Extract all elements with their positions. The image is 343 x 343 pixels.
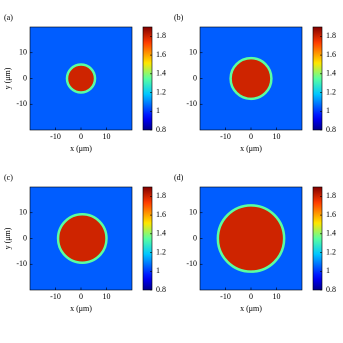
y-tick-label: -10 [186, 99, 197, 108]
colorbar [312, 26, 323, 131]
x-tick-label: -10 [50, 132, 61, 141]
colorbar-tick-label: 1.6 [326, 50, 336, 59]
colorbar-tick-label: 1 [156, 106, 160, 115]
y-tick-label: 10 [189, 48, 197, 57]
y-tick-label: -10 [16, 259, 27, 268]
colorbar-tick-label: 1.2 [326, 87, 336, 96]
y-tick-label: -10 [186, 259, 197, 268]
colorbar-tick-label: 1.6 [326, 210, 336, 219]
heatmap-disk [229, 56, 273, 101]
x-axis-label: x (μm) [70, 304, 92, 313]
colorbar-tick-label: 0.8 [156, 125, 166, 134]
panel-label: (a) [4, 13, 13, 22]
x-tick-label: 10 [103, 132, 111, 141]
x-tick-label: 0 [249, 132, 253, 141]
panel-label: (c) [4, 173, 13, 182]
x-tick-label: 0 [79, 292, 83, 301]
colorbar-tick-label: 1.8 [326, 191, 336, 200]
colorbar [142, 26, 153, 131]
y-tick-label: 0 [23, 73, 27, 82]
x-tick-label: -10 [50, 292, 61, 301]
x-tick-label: 10 [273, 292, 281, 301]
heatmap-disk [65, 63, 97, 94]
colorbar [142, 186, 153, 291]
colorbar-tick-label: 1.4 [156, 69, 166, 78]
colorbar-tick-label: 1.2 [326, 247, 336, 256]
colorbar-tick-label: 0.8 [326, 125, 336, 134]
panel-label: (d) [174, 173, 184, 182]
colorbar-tick-label: 1.6 [156, 210, 166, 219]
colorbar-tick-label: 1.6 [156, 50, 166, 59]
colorbar-tick-label: 1.2 [156, 87, 166, 96]
colorbar-tick-label: 1.4 [156, 229, 166, 238]
y-tick-label: -10 [16, 99, 27, 108]
colorbar-tick-label: 0.8 [326, 285, 336, 294]
y-axis-label: y (μm) [3, 227, 12, 249]
colorbar-tick-label: 1.8 [156, 191, 166, 200]
colorbar-tick-label: 1.4 [326, 69, 336, 78]
y-tick-label: 10 [19, 208, 27, 217]
y-tick-label: 10 [189, 208, 197, 217]
x-axis-label: x (μm) [240, 144, 262, 153]
colorbar-tick-label: 1 [326, 266, 330, 275]
x-axis-label: x (μm) [240, 304, 262, 313]
y-tick-label: 10 [19, 48, 27, 57]
x-tick-label: -10 [220, 132, 231, 141]
colorbar-tick-label: 1.2 [156, 247, 166, 256]
colorbar-tick-label: 1.8 [326, 31, 336, 40]
x-tick-label: 0 [249, 292, 253, 301]
y-tick-label: 0 [23, 233, 27, 242]
colorbar-tick-label: 0.8 [156, 285, 166, 294]
x-tick-label: 10 [103, 292, 111, 301]
y-axis-label: y (μm) [3, 67, 12, 89]
heatmap-disk [56, 213, 108, 264]
x-tick-label: 10 [273, 132, 281, 141]
colorbar [312, 186, 323, 291]
x-tick-label: -10 [220, 292, 231, 301]
colorbar-tick-label: 1.4 [326, 229, 336, 238]
panel-label: (b) [174, 13, 184, 22]
x-axis-label: x (μm) [70, 144, 92, 153]
heatmap-disk [216, 204, 286, 273]
y-tick-label: 0 [193, 233, 197, 242]
colorbar-tick-label: 1 [156, 266, 160, 275]
colorbar-tick-label: 1.8 [156, 31, 166, 40]
colorbar-tick-label: 1 [326, 106, 330, 115]
y-tick-label: 0 [193, 73, 197, 82]
x-tick-label: 0 [79, 132, 83, 141]
